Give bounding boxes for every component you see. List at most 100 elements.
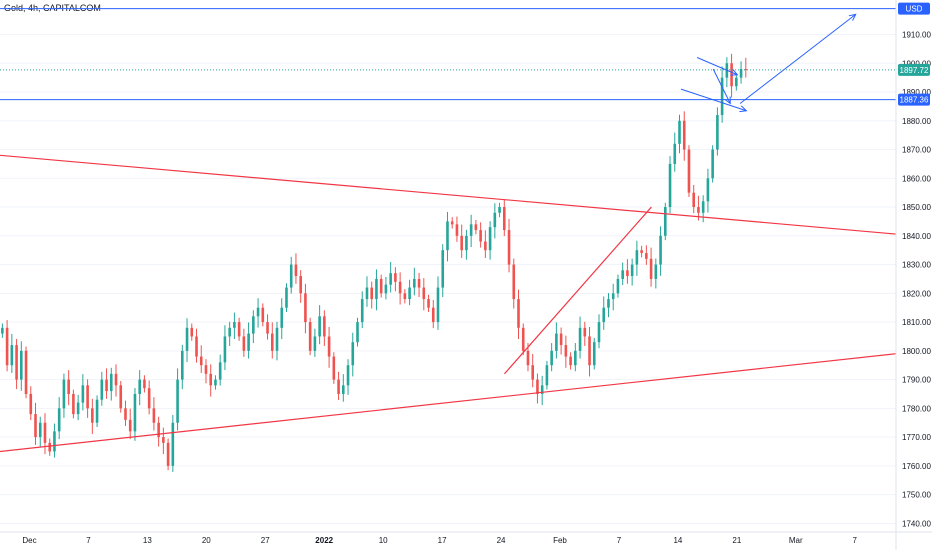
- candle-body: [181, 350, 184, 380]
- candle-body: [626, 270, 629, 277]
- candle-body: [507, 230, 511, 265]
- candle-body: [545, 365, 549, 386]
- candle-body: [133, 393, 137, 432]
- y-tick-label: 1760.00: [902, 462, 931, 471]
- candle-body: [209, 373, 213, 386]
- y-tick-label: 1880.00: [902, 117, 931, 126]
- candle-body: [697, 207, 700, 213]
- y-tick-label: 1900.00: [902, 59, 931, 68]
- y-tick-label: 1870.00: [902, 146, 931, 155]
- candle-body: [128, 419, 132, 432]
- candle-body: [540, 385, 544, 394]
- x-tick-label: 10: [379, 536, 388, 545]
- candle-body: [237, 322, 241, 337]
- candle-body: [24, 350, 28, 394]
- candle-body: [716, 115, 719, 150]
- candle-body: [356, 322, 359, 343]
- candle-body: [266, 322, 269, 334]
- candle-body: [147, 388, 151, 409]
- candle-body: [446, 221, 449, 251]
- flag-upper-line-head: [730, 69, 739, 76]
- candle-body: [512, 264, 516, 300]
- x-tick-label: 21: [732, 536, 741, 545]
- horizontal-levels: [0, 8, 896, 101]
- candle-body: [706, 178, 710, 202]
- candle-body: [531, 365, 535, 380]
- grid: [0, 34, 896, 524]
- candle-body: [119, 385, 123, 409]
- candle-body: [611, 293, 615, 300]
- pullback-arrow[interactable]: [712, 68, 731, 104]
- candle-body: [152, 408, 156, 423]
- x-tick-label: 20: [202, 536, 211, 545]
- candle-body: [460, 235, 463, 251]
- candle-body: [289, 264, 293, 288]
- candle-body: [62, 379, 66, 409]
- candle-body: [668, 163, 672, 208]
- candle-body: [346, 365, 350, 386]
- candle-body: [91, 408, 94, 423]
- candle-body: [488, 227, 492, 251]
- y-tick-label: 1860.00: [902, 174, 931, 183]
- candle-body: [583, 327, 587, 337]
- candle-body: [673, 143, 677, 164]
- price-axis[interactable]: 1740.00 1750.00 1760.00 1770.00 1780.00 1790.…: [895, 0, 931, 550]
- y-tick-label: 1850.00: [902, 203, 931, 212]
- candle-body: [654, 264, 658, 279]
- candle-body: [351, 342, 355, 366]
- candle-body: [109, 373, 113, 392]
- candle-body: [564, 345, 568, 357]
- candle-body: [441, 250, 445, 288]
- candle-body: [498, 207, 501, 213]
- y-tick-label: 1810.00: [902, 318, 931, 327]
- candle-body: [692, 192, 696, 208]
- candle-body: [195, 336, 198, 357]
- candle-body: [436, 287, 440, 323]
- upper-descending-trendline[interactable]: [0, 154, 897, 235]
- candle-body: [394, 273, 397, 282]
- candle-body: [261, 307, 265, 323]
- candle-body: [559, 333, 563, 346]
- candle-body: [398, 281, 402, 294]
- candle-body: [204, 365, 208, 374]
- candle-body: [455, 224, 459, 236]
- short-rising-channel-line[interactable]: [503, 206, 652, 375]
- candle-body: [270, 333, 274, 351]
- candle-body: [20, 350, 23, 380]
- x-tick-label: 17: [438, 536, 447, 545]
- flag-lower-line[interactable]: [680, 88, 747, 112]
- candle-body: [365, 287, 369, 300]
- candle-body: [450, 221, 454, 225]
- candle-body: [521, 327, 525, 351]
- candle-body: [76, 402, 80, 415]
- candle-body: [659, 235, 662, 265]
- candle-body: [474, 224, 478, 231]
- projection-arrow[interactable]: [739, 13, 856, 104]
- time-axis[interactable]: Dec 7 13 20 27 2022 10 17 24 Feb 7 14 21 Mar 7: [0, 531, 932, 545]
- candle-body: [621, 270, 624, 279]
- candle-body: [327, 336, 331, 357]
- trendlines: [0, 154, 897, 453]
- candle-body: [143, 379, 146, 389]
- candle-body: [29, 393, 33, 415]
- candle-body: [166, 442, 170, 466]
- candle-body: [403, 293, 407, 300]
- candle-body: [218, 362, 222, 380]
- candle-body: [95, 399, 99, 423]
- candle-body: [34, 414, 37, 438]
- x-tick-label: Dec: [22, 536, 36, 545]
- flag-upper-line[interactable]: [696, 57, 738, 76]
- candle-body: [162, 437, 165, 443]
- candle-body: [280, 307, 284, 328]
- candle-body: [15, 345, 18, 380]
- candle-body: [630, 264, 634, 277]
- candle-body: [185, 327, 189, 351]
- lower-ascending-trendline[interactable]: [0, 353, 897, 453]
- price-labels: USD 1897.72 1887.36: [898, 2, 930, 106]
- candle-body: [555, 333, 558, 351]
- candle-body: [199, 356, 203, 366]
- y-tick-label: 1840.00: [902, 232, 931, 241]
- candle-body: [332, 356, 336, 380]
- price-label-text: 1887.36: [900, 96, 929, 105]
